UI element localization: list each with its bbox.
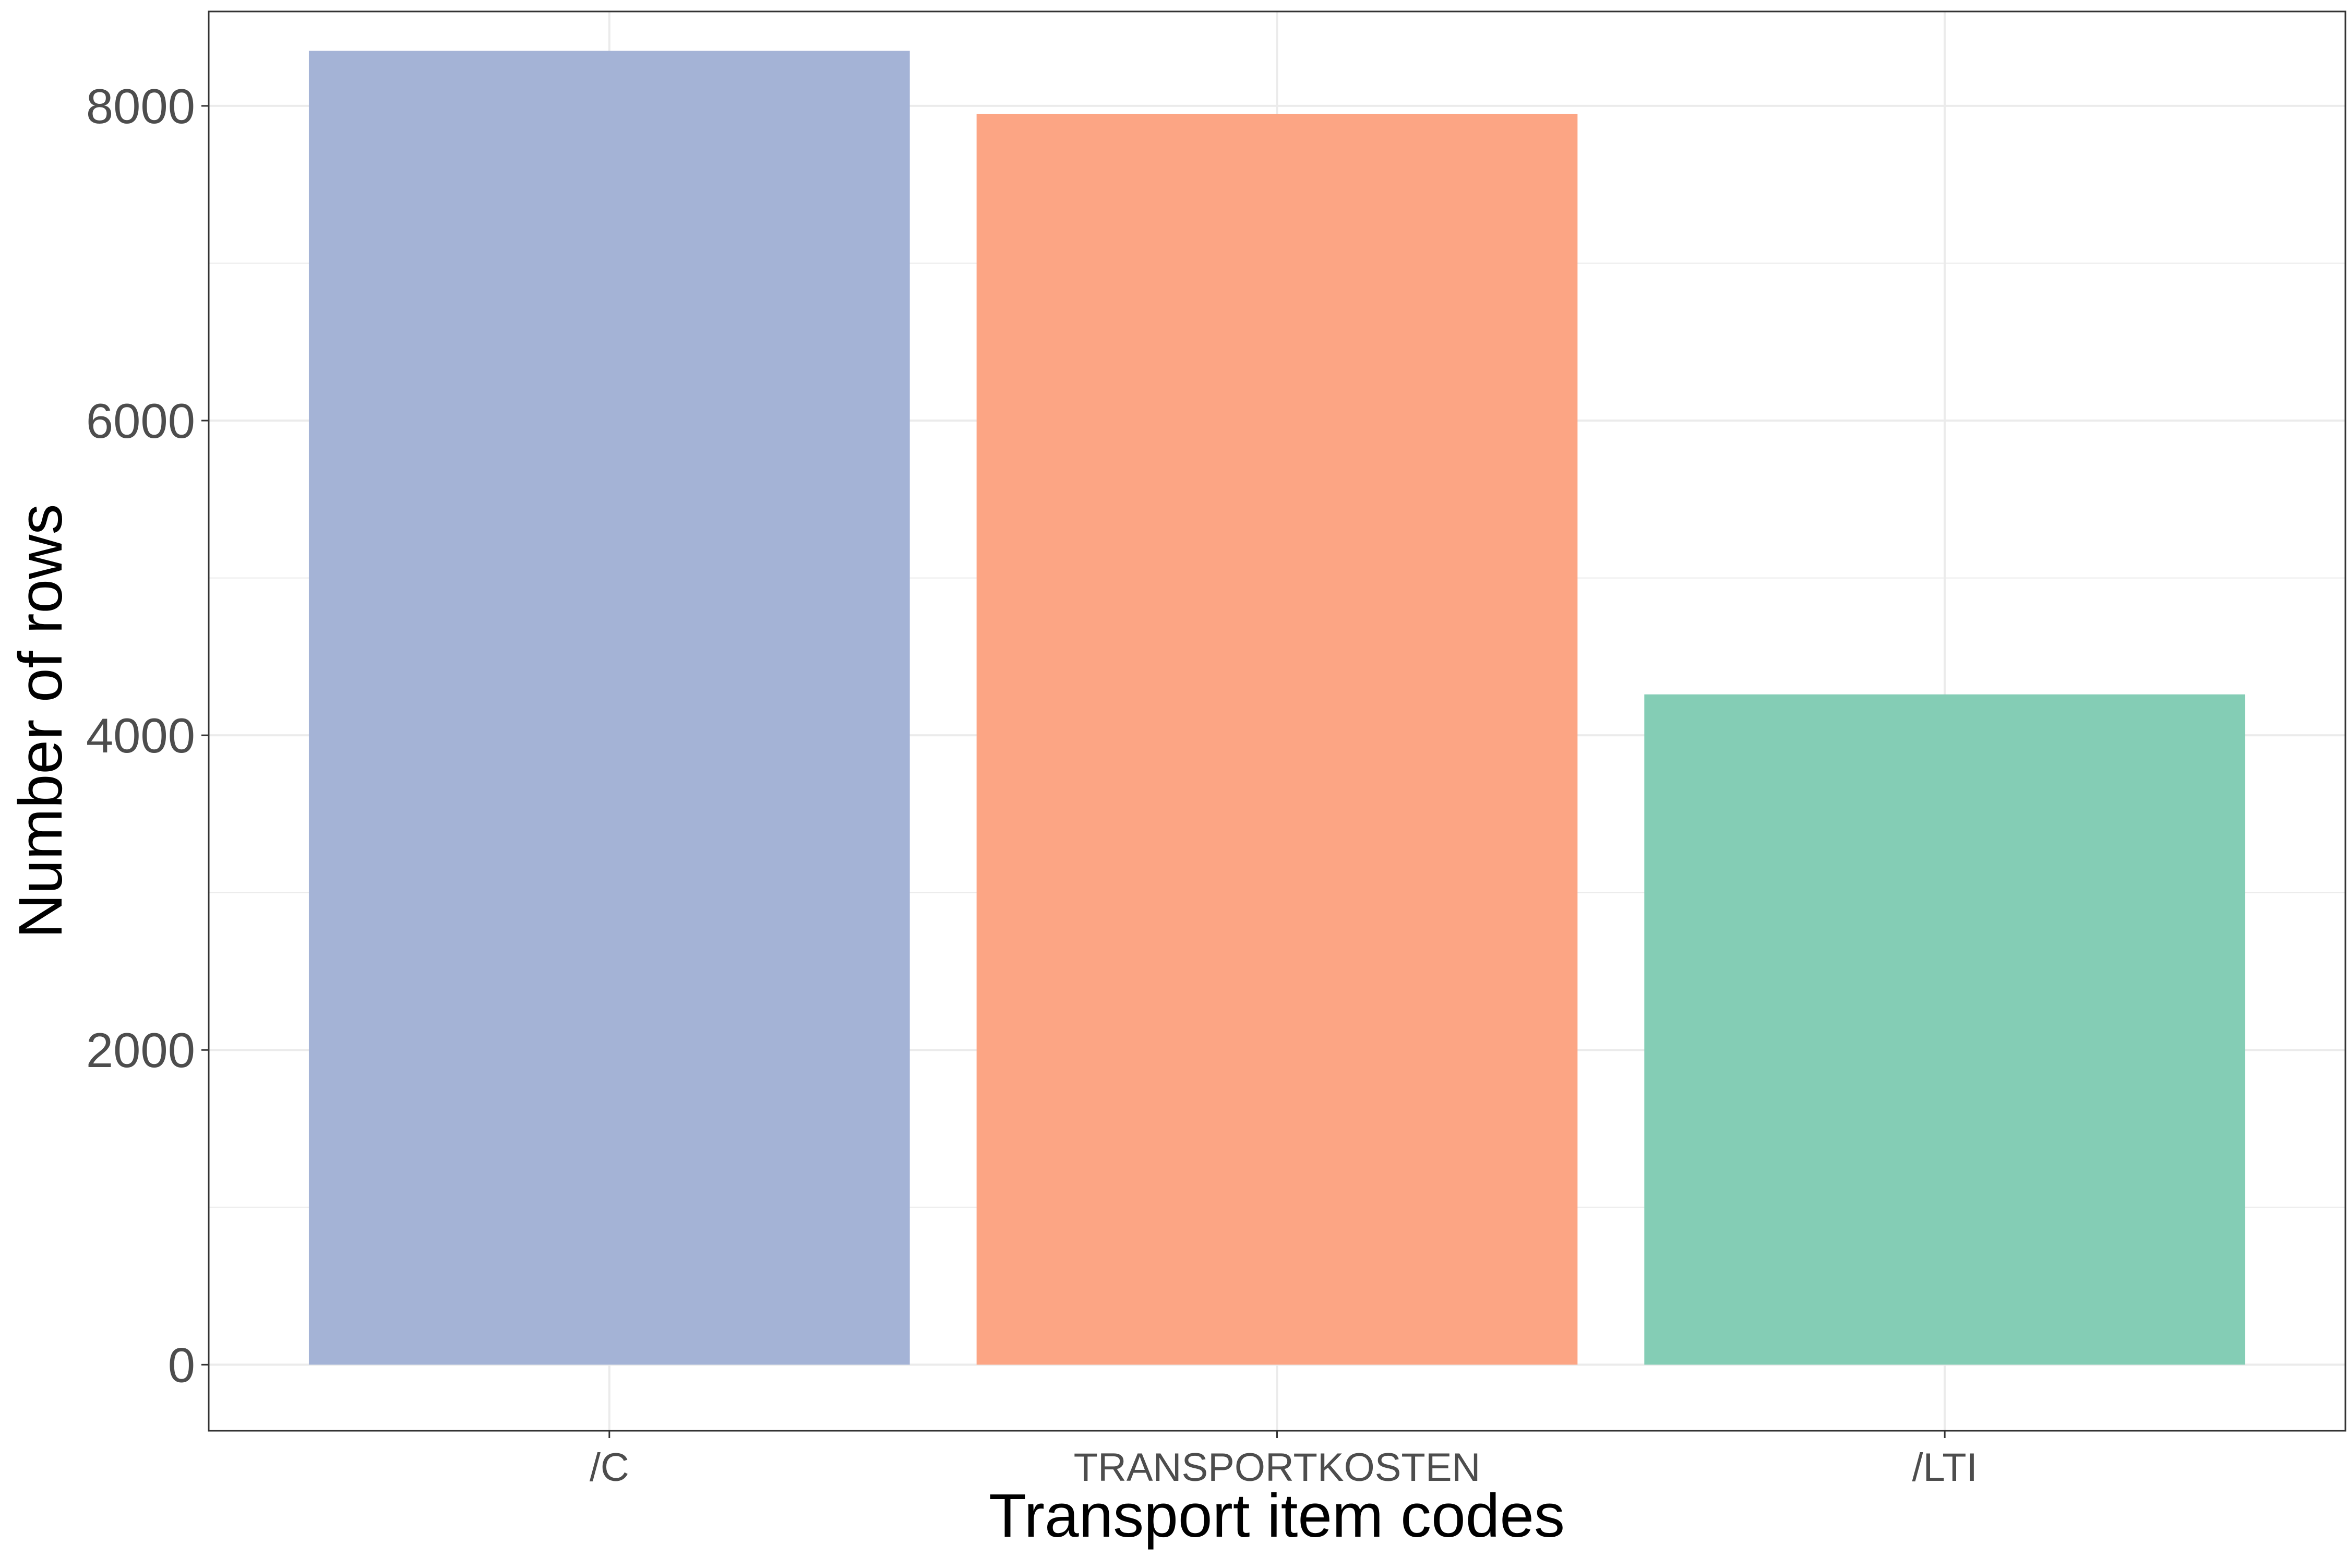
y-axis-title: Number of rows <box>6 504 75 939</box>
x-tick-label: /LTI <box>1912 1445 1978 1490</box>
bar-transportkosten <box>976 114 1578 1365</box>
x-axis-title: Transport item codes <box>989 1481 1565 1550</box>
x-tick-label: TRANSPORTKOSTEN <box>1074 1445 1481 1490</box>
y-tick-label: 6000 <box>86 393 195 448</box>
y-tick-label: 4000 <box>86 708 195 763</box>
bar-c <box>308 51 910 1365</box>
y-tick-label: 0 <box>168 1337 195 1392</box>
axes: 0 2000 4000 6000 8000/C TRANSPORTKOSTEN/LTI <box>86 79 1978 1490</box>
bars <box>308 51 2246 1365</box>
bar-lti <box>1644 694 2246 1365</box>
x-tick-label: /C <box>590 1445 629 1490</box>
y-tick-label: 8000 <box>86 79 195 134</box>
y-tick-label: 2000 <box>86 1023 195 1078</box>
